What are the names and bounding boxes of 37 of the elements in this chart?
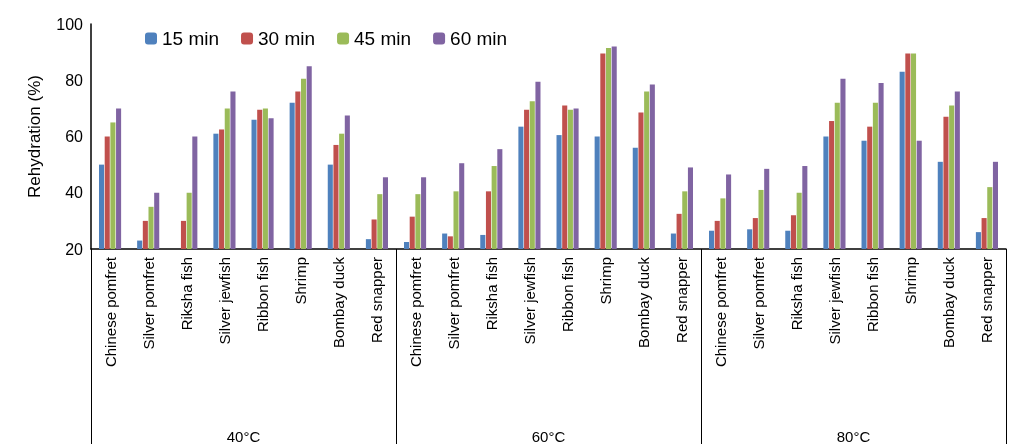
x-tick-label: Red snapper — [673, 257, 691, 343]
y-tick-label: 60 — [65, 128, 84, 145]
x-tick-label: Silver jewfish — [215, 257, 233, 345]
text: 80°C — [836, 428, 871, 444]
x-tick-label: Ribbon fish — [864, 257, 882, 333]
x-tick-label: Bombay duck — [940, 256, 958, 348]
x-tick-label: Shrimp — [902, 257, 920, 305]
y-tick-label: 100 — [56, 15, 84, 33]
text: 40°C — [226, 428, 261, 444]
x-tick-label: Silver jewfish — [825, 257, 843, 345]
legend-label: 15 min — [162, 28, 220, 49]
x-tick-label: Silver pomfret — [139, 256, 157, 350]
x-tick-label: Chinese pomfret — [406, 256, 424, 368]
x-tick-label: Bombay duck — [330, 256, 348, 348]
x-tick-label: Ribbon fish — [254, 257, 272, 333]
y-tick-label: 20 — [65, 240, 84, 258]
x-tick-label: Ribbon fish — [559, 257, 577, 333]
legend-label: 30 min — [258, 28, 316, 49]
x-tick-label: Bombay duck — [635, 256, 653, 348]
x-tick-label: Red snapper — [978, 257, 996, 343]
y-tick-label: 80 — [65, 71, 84, 89]
x-tick-label: Red snapper — [368, 257, 386, 343]
x-tick-label: Chinese pomfret — [101, 256, 119, 368]
x-tick-label: Riksha fish — [787, 257, 805, 331]
x-tick-label: Shrimp — [597, 257, 615, 305]
legend-label: 45 min — [354, 28, 412, 49]
x-tick-label: Chinese pomfret — [711, 256, 729, 368]
x-tick-label: Silver jewfish — [520, 257, 538, 345]
x-tick-label: Riksha fish — [482, 257, 500, 331]
x-tick-label: Shrimp — [292, 257, 310, 305]
text: 60°C — [531, 428, 566, 444]
x-tick-label: Riksha fish — [177, 257, 195, 331]
y-axis-title: Rehydration (%) — [25, 75, 44, 198]
legend-label: 60 min — [450, 28, 508, 49]
x-tick-label: Silver pomfret — [444, 256, 462, 350]
y-tick-label: 40 — [65, 184, 84, 202]
x-tick-label: Silver pomfret — [749, 256, 767, 350]
